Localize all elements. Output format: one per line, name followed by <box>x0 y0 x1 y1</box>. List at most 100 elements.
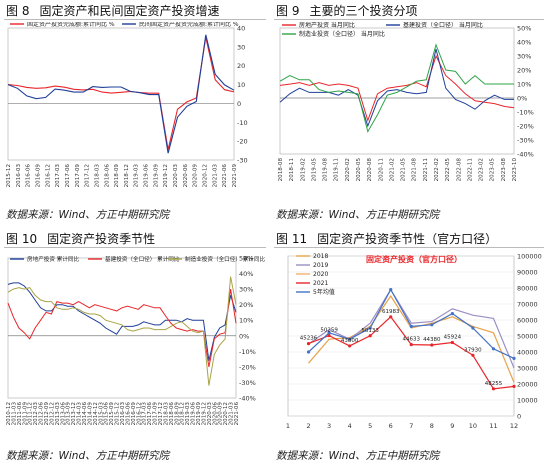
x-tick-label: 2019-11 <box>334 158 340 182</box>
data-label: 43800 <box>341 338 359 344</box>
plot-frame <box>7 27 235 161</box>
x-tick-label: 2016-06 <box>125 402 131 426</box>
series-point-4 <box>430 323 434 327</box>
series-line-0 <box>308 294 515 383</box>
series-line-1 <box>279 48 514 128</box>
x-tick-label: 2012-06 <box>39 402 45 426</box>
series-point-3 <box>512 384 516 388</box>
x-tick-label: 2023-02 <box>479 158 485 181</box>
fig10-num: 图 10 <box>6 232 38 246</box>
series-point-4 <box>327 331 331 335</box>
fig10-source: 数据来源：Wind、方正中期研究院 <box>6 450 170 462</box>
x-tick-label: 2017-06 <box>65 164 71 188</box>
x-tick-label: 2017-12 <box>85 164 91 187</box>
data-label: 37930 <box>464 347 482 353</box>
series-point-4 <box>409 324 413 328</box>
legend-label: 制造业投资（全口径） 当月同比 <box>299 30 385 38</box>
x-tick-label: 5 <box>368 422 372 430</box>
x-tick-label: 2021-03 <box>212 164 218 188</box>
y-tick-label: 30% <box>239 286 253 294</box>
x-tick-label: 2013-12 <box>71 402 77 425</box>
x-tick-label: 2018-09 <box>174 402 180 426</box>
y-tick-label: 40% <box>239 270 253 278</box>
series-point-4 <box>389 288 393 292</box>
fig9-title-text: 主要的三个投资分项 <box>309 4 418 18</box>
y-tick-label: 60000 <box>517 317 538 325</box>
fig9-chart: 50% 40% 30% 20% 10% 0% -10% -20% -30% -40% 2018-08… <box>278 22 534 182</box>
x-tick-label: 12 <box>510 422 518 430</box>
x-tick-label: 2012-09 <box>44 402 50 426</box>
series-point-3 <box>450 340 454 345</box>
x-tick-label: 6 <box>389 422 393 430</box>
y-tick-label: 40000 <box>517 349 538 357</box>
x-tick-label: 2015-03 <box>98 402 104 426</box>
x-tick-label: 7 <box>409 422 413 430</box>
series-point-3 <box>327 333 331 338</box>
x-tick-label: 2017-09 <box>75 164 81 188</box>
x-tick-label: 2020-03 <box>207 402 213 426</box>
y-tick-label: -10% <box>517 109 534 117</box>
x-tick-label: 2021-03 <box>229 402 235 426</box>
x-tick-label: 2011-12 <box>28 402 34 425</box>
plot-frame <box>279 27 515 155</box>
x-tick-label: 2020-12 <box>203 164 209 187</box>
y-tick-label: 70000 <box>517 301 538 309</box>
x-tick-label: 2018-12 <box>124 164 130 187</box>
y-tick-label: -30% <box>517 137 534 145</box>
x-tick-label: 2013-03 <box>55 402 61 426</box>
x-tick-label: 2011-03 <box>11 402 17 426</box>
x-tick-label: 2020-11 <box>378 158 384 182</box>
x-tick-label: 2015-06 <box>104 402 110 426</box>
x-tick-label: 2019-06 <box>191 402 197 426</box>
x-tick-label: 2020-09 <box>193 164 199 188</box>
x-tick-label: 2014-12 <box>93 402 99 425</box>
x-tick-label: 2020-06 <box>183 164 189 188</box>
x-tick-label: 2013-09 <box>66 402 72 426</box>
plot-frame <box>7 257 237 399</box>
x-tick-label: 2016-09 <box>131 402 137 426</box>
series-point-3 <box>491 387 496 391</box>
data-label: 45924 <box>444 335 462 341</box>
x-tick-label: 2019-12 <box>163 164 169 187</box>
x-tick-label: 2013-06 <box>60 402 66 426</box>
legend-label: 民间固定资产投资完成额:累计同比 % <box>139 22 239 28</box>
y-tick-label: 20% <box>239 301 253 309</box>
y-tick-label: 10 <box>237 81 245 89</box>
x-tick-label: 11 <box>489 422 497 430</box>
y-tick-label: 100000 <box>517 253 542 261</box>
data-label: 48255 <box>485 381 503 387</box>
x-tick-label: 2021-06 <box>234 402 240 426</box>
x-tick-label: 2019-06 <box>144 164 150 188</box>
x-tick-label: 2015-12 <box>6 164 12 187</box>
series-line-0 <box>279 54 515 122</box>
x-tick-label: 2016-12 <box>45 164 51 187</box>
series-line-0 <box>7 282 237 361</box>
x-tick-label: 2021-06 <box>222 164 228 188</box>
y-tick-label: -40% <box>517 151 534 159</box>
legend-label: 2019 <box>313 262 328 269</box>
x-tick-label: 2021-05 <box>401 158 407 182</box>
data-label: 44380 <box>423 337 441 343</box>
y-tick-label: -20% <box>517 123 534 131</box>
series-point-3 <box>306 342 311 346</box>
x-tick-label: 4 <box>348 422 352 430</box>
chart-inner-title: 固定资产投资（官方口径） <box>366 254 462 264</box>
x-tick-label: 2023-10 <box>512 158 518 182</box>
y-tick-label: 10000 <box>517 397 538 405</box>
fig11-title: 图 11 固定资产投资季节性（官方口径） <box>276 230 497 247</box>
legend-label: 5年均值 <box>313 288 335 296</box>
fig8-rule <box>4 19 266 20</box>
fig10-title: 图 10 固定资产投资季节性 <box>6 230 155 247</box>
y-tick-label: 30000 <box>517 365 538 373</box>
legend-label: 房地产投资 当月同比 <box>299 22 355 29</box>
data-label: 50259 <box>320 328 338 334</box>
fig11-chart: 1000009000080000700006000050000400003000… <box>286 253 542 431</box>
series-line-1 <box>308 288 515 369</box>
x-tick-label: 2019-09 <box>196 402 202 426</box>
y-tick-label: 50% <box>517 25 531 33</box>
y-tick-label: -30% <box>239 379 256 387</box>
fig11-source: 数据来源：Wind、方正中期研究院 <box>276 450 440 462</box>
fig8-title: 图 8 固定资产和民间固定资产投资增速 <box>6 2 219 19</box>
x-tick-label: 2020-05 <box>356 158 362 182</box>
